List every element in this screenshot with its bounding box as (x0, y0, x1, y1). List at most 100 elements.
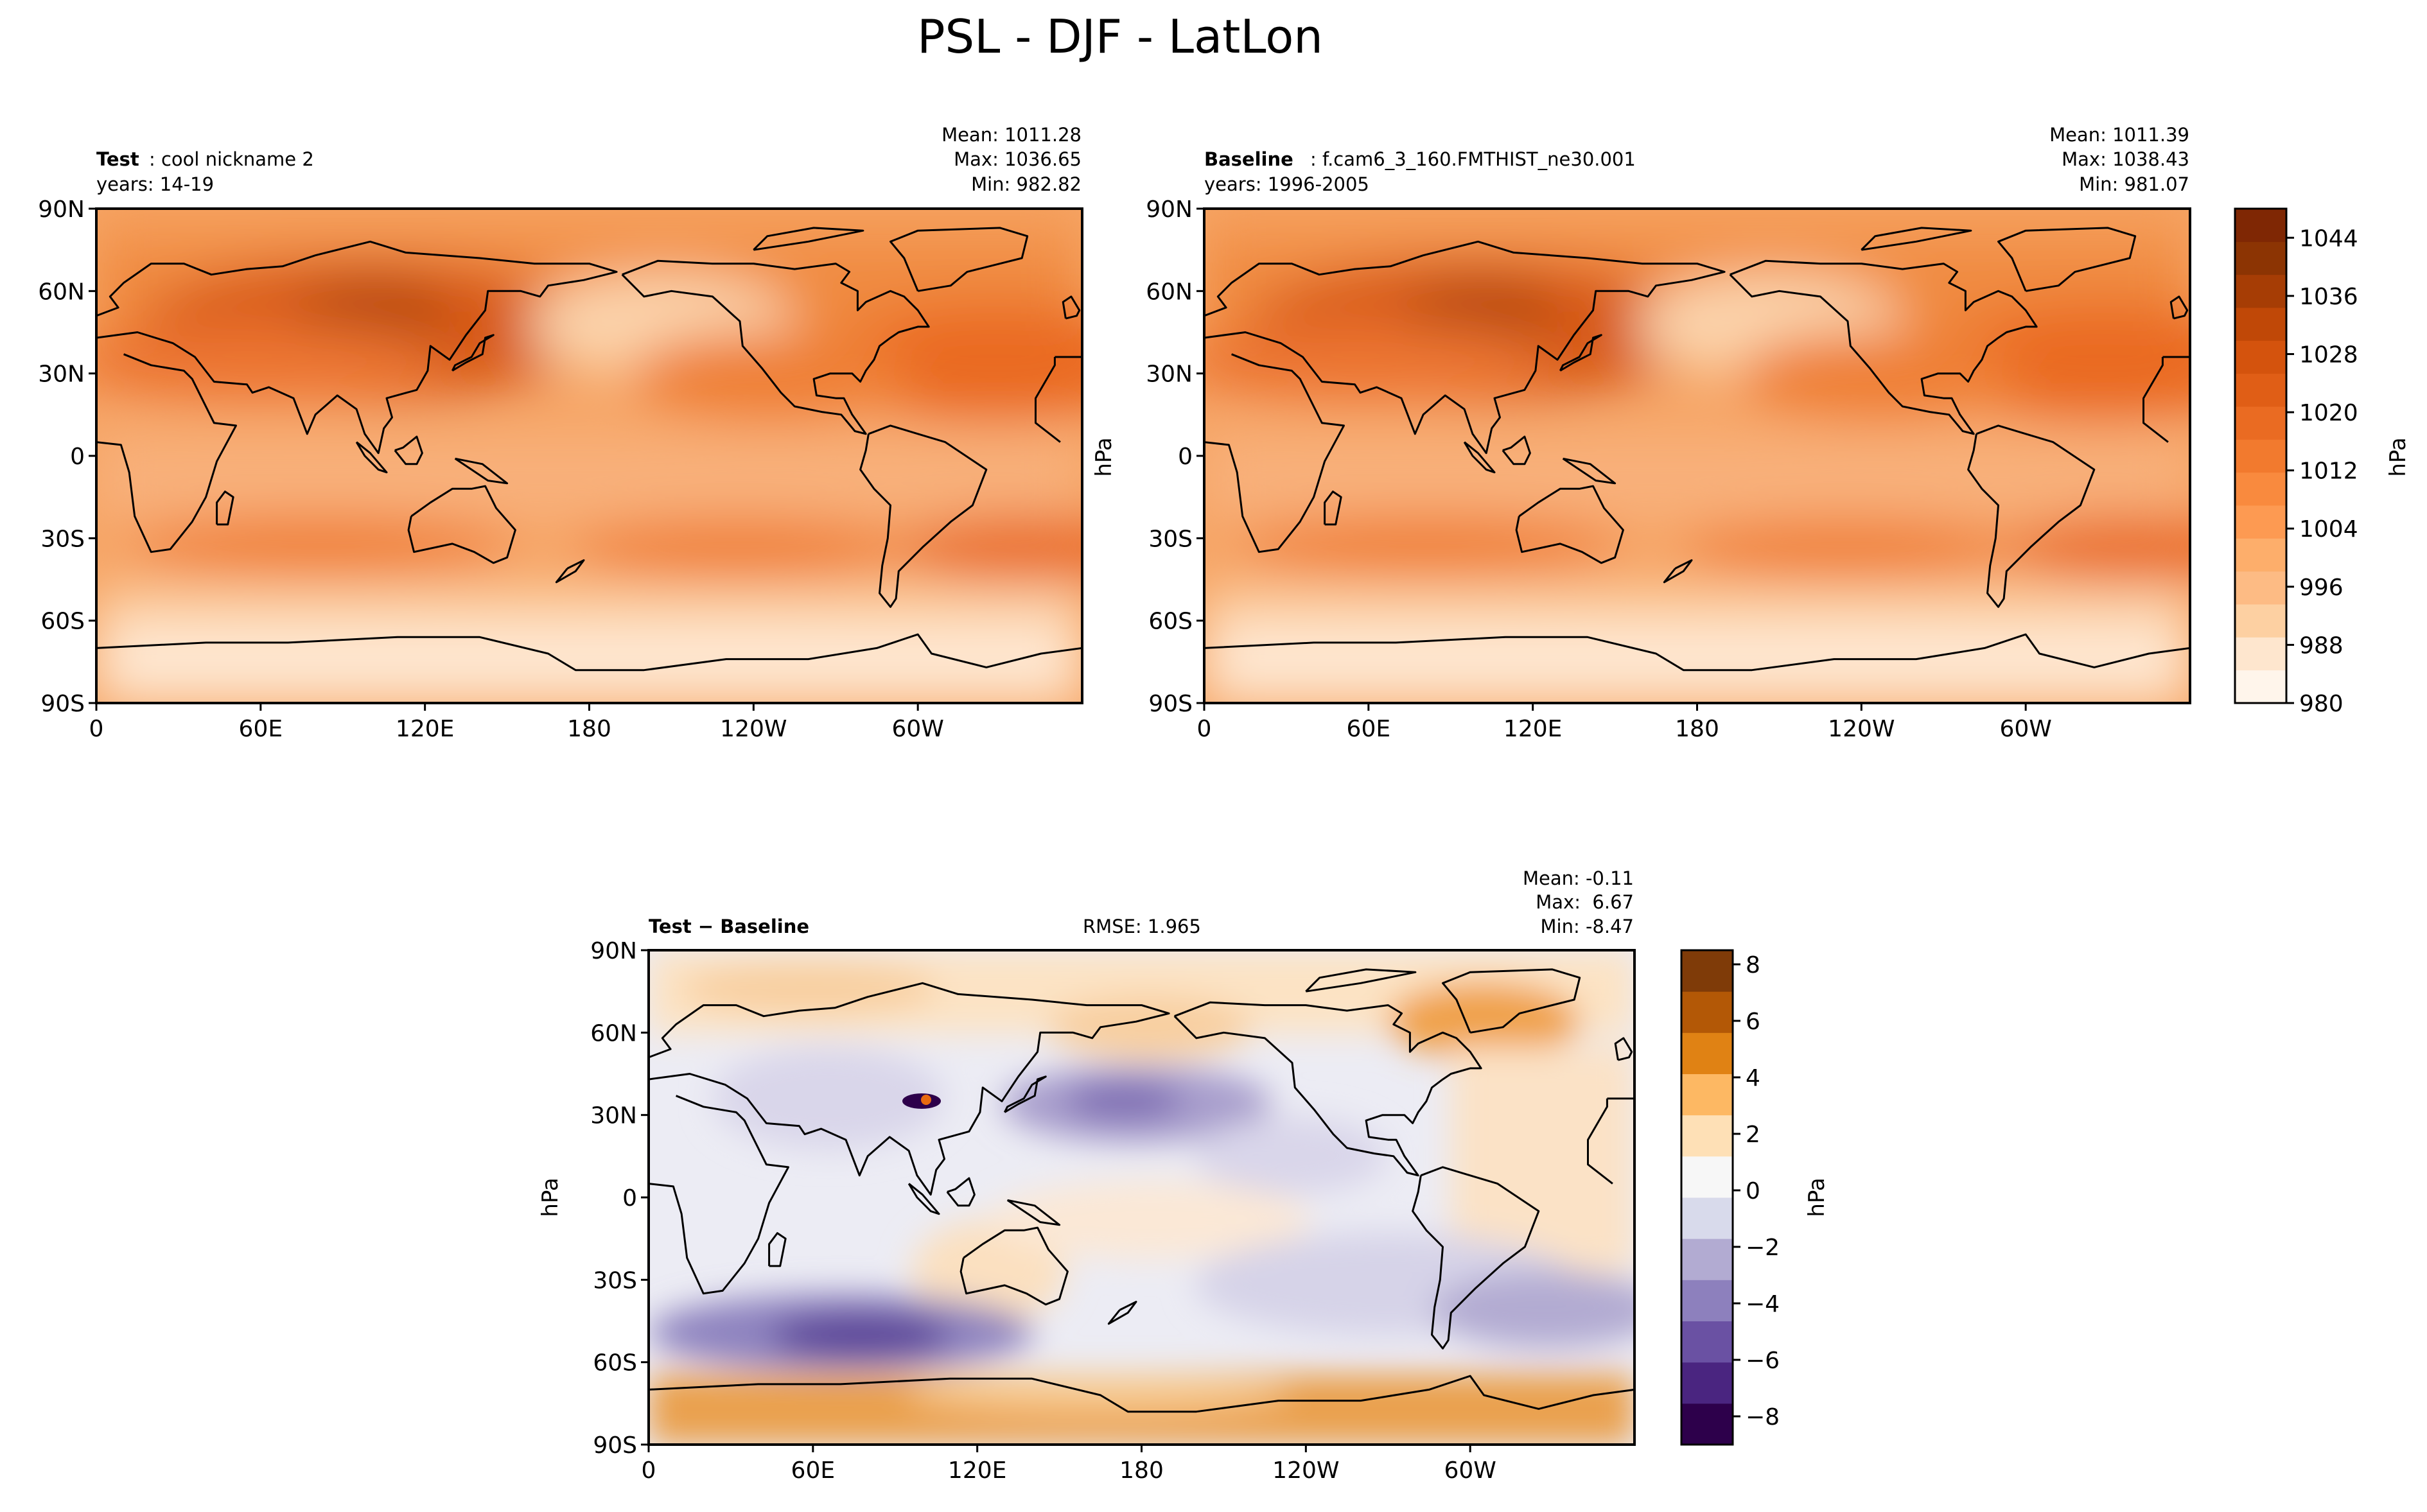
test-lon-tick-label: 120E (396, 716, 454, 742)
coastline (1003, 1075, 1047, 1113)
diff-lon-tick-label: 120E (948, 1457, 1006, 1484)
test-min: Min: 982.82 (971, 173, 1082, 195)
baseline-years: years: 1996-2005 (1204, 173, 1369, 195)
psl-colorbar-swatch (2235, 241, 2286, 275)
coastline (1559, 334, 1602, 372)
baseline-label-bold: Baseline (1204, 148, 1293, 170)
psl-colorbar-swatch (2235, 439, 2286, 473)
coastline (1442, 968, 1581, 1034)
coastline (1562, 457, 1617, 485)
psl-colorbar-swatch (2235, 340, 2286, 374)
coastline (907, 1183, 940, 1215)
coastline (1412, 1166, 1540, 1350)
psl-colorbar-swatch (2235, 209, 2286, 242)
coastline (1006, 1199, 1061, 1226)
diff-colorbar-tick-label: −2 (1746, 1235, 1780, 1261)
diff-colorbar-swatch (1681, 1197, 1733, 1239)
coastline (394, 435, 423, 465)
psl-colorbar-tick-label: 988 (2299, 632, 2344, 659)
coastline (1107, 1301, 1137, 1325)
baseline-lon-tick-label: 120E (1503, 716, 1562, 742)
psl-colorbar-swatch (2235, 637, 2286, 671)
test-mean: Mean: 1011.28 (942, 124, 1082, 146)
coastline (1515, 485, 1624, 564)
diff-panel: Test − Baseline RMSE: 1.965 Mean: -0.11 … (538, 867, 1636, 1446)
test-lon-tick-label: 0 (89, 716, 104, 742)
coastline (96, 353, 1082, 553)
test-map (96, 209, 1082, 703)
diff-colorbar-swatch (1681, 950, 1733, 992)
diff-colorbar-tick-label: 2 (1746, 1122, 1760, 1148)
diff-mean: Mean: -0.11 (1523, 867, 1634, 889)
diff-colorbar-tick-label: 4 (1746, 1065, 1760, 1091)
coastline (649, 1095, 1634, 1295)
diff-lon-tick-label: 180 (1119, 1457, 1164, 1484)
diff-colorbar-swatch (1681, 1238, 1733, 1280)
coastline (1324, 491, 1342, 526)
diff-colorbar-swatch (1681, 1280, 1733, 1321)
test-label-bold: Test (96, 148, 139, 170)
coastline (959, 1226, 1069, 1306)
diff-colorbar-tick-label: 0 (1746, 1178, 1760, 1204)
diff-colorbar-swatch (1681, 1362, 1733, 1404)
psl-colorbar-tick-label: 1044 (2299, 225, 2358, 252)
coastline (1997, 227, 2137, 292)
diff-lon-tick-label: 60E (791, 1457, 836, 1484)
test-lat-tick-label: 90N (38, 196, 85, 223)
coastline (946, 1177, 976, 1207)
baseline-lat-tick-label: 30N (1146, 361, 1193, 388)
diff-lon-tick-label: 60W (1444, 1457, 1496, 1484)
psl-colorbar-swatch (2235, 373, 2286, 407)
baseline-lon-tick-label: 180 (1675, 716, 1719, 742)
diff-colorbar-swatch (1681, 1403, 1733, 1445)
coastline (216, 491, 234, 526)
diff-colorbar-swatch (1681, 1156, 1733, 1198)
psl-colorbar-frame (2234, 207, 2288, 704)
psl-colorbar-swatch (2235, 406, 2286, 440)
coastline (355, 441, 388, 474)
test-years: years: 14-19 (96, 173, 214, 195)
coastline (1463, 441, 1496, 474)
baseline-lon-tick-label: 120W (1828, 716, 1895, 742)
baseline-lat-tick-label: 60N (1146, 279, 1193, 305)
coastline (1305, 968, 1417, 993)
baseline-map (1204, 209, 2190, 703)
baseline-lon-tick-label: 0 (1197, 716, 1212, 742)
baseline-min: Min: 981.07 (2079, 173, 2189, 195)
coastline (1204, 353, 2190, 553)
coastline (649, 1375, 1634, 1445)
psl-colorbar-tick-label: 1028 (2299, 342, 2358, 368)
coastline (1204, 633, 2190, 703)
test-lon-tick-label: 120W (720, 716, 787, 742)
psl-colorbar-swatch (2235, 571, 2286, 605)
diff-lon-tick-label: 0 (642, 1457, 656, 1484)
baseline-lon-tick-label: 60W (1999, 716, 2051, 742)
baseline-lat-tick-label: 0 (1178, 444, 1193, 470)
coastline (1204, 240, 1726, 455)
diff-lat-tick-label: 0 (622, 1185, 637, 1212)
test-lat-tick-label: 30N (38, 361, 85, 388)
coastline (1729, 259, 2038, 435)
coastline (555, 559, 585, 584)
psl-colorbar-swatch (2235, 604, 2286, 638)
diff-lat-tick-label: 90S (593, 1432, 637, 1459)
coastline (454, 457, 509, 485)
diff-ylabel: hPa (538, 1177, 563, 1217)
test-label-text: : cool nickname 2 (149, 148, 314, 170)
test-lat-tick-label: 60S (40, 609, 85, 635)
coastline (1967, 424, 2096, 608)
psl-colorbar-swatch (2235, 472, 2286, 506)
diff-lat-tick-label: 30N (590, 1103, 637, 1129)
baseline-lat-tick-label: 30S (1148, 526, 1193, 552)
baseline-lat-tick-label: 60S (1148, 609, 1193, 635)
diff-colorbar-swatch (1681, 991, 1733, 1033)
diff-colorbar-tick-label: −8 (1746, 1404, 1780, 1430)
coastline (96, 633, 1082, 703)
test-panel: Test : cool nickname 2 years: 14-19 Mean… (95, 124, 1083, 704)
test-lat-tick-label: 30S (40, 526, 85, 552)
psl-colorbar-label: hPa (2385, 437, 2411, 476)
test-lat-tick-label: 0 (70, 444, 85, 470)
test-max: Max: 1036.65 (954, 148, 1082, 170)
psl-colorbar-swatch (2235, 505, 2286, 539)
